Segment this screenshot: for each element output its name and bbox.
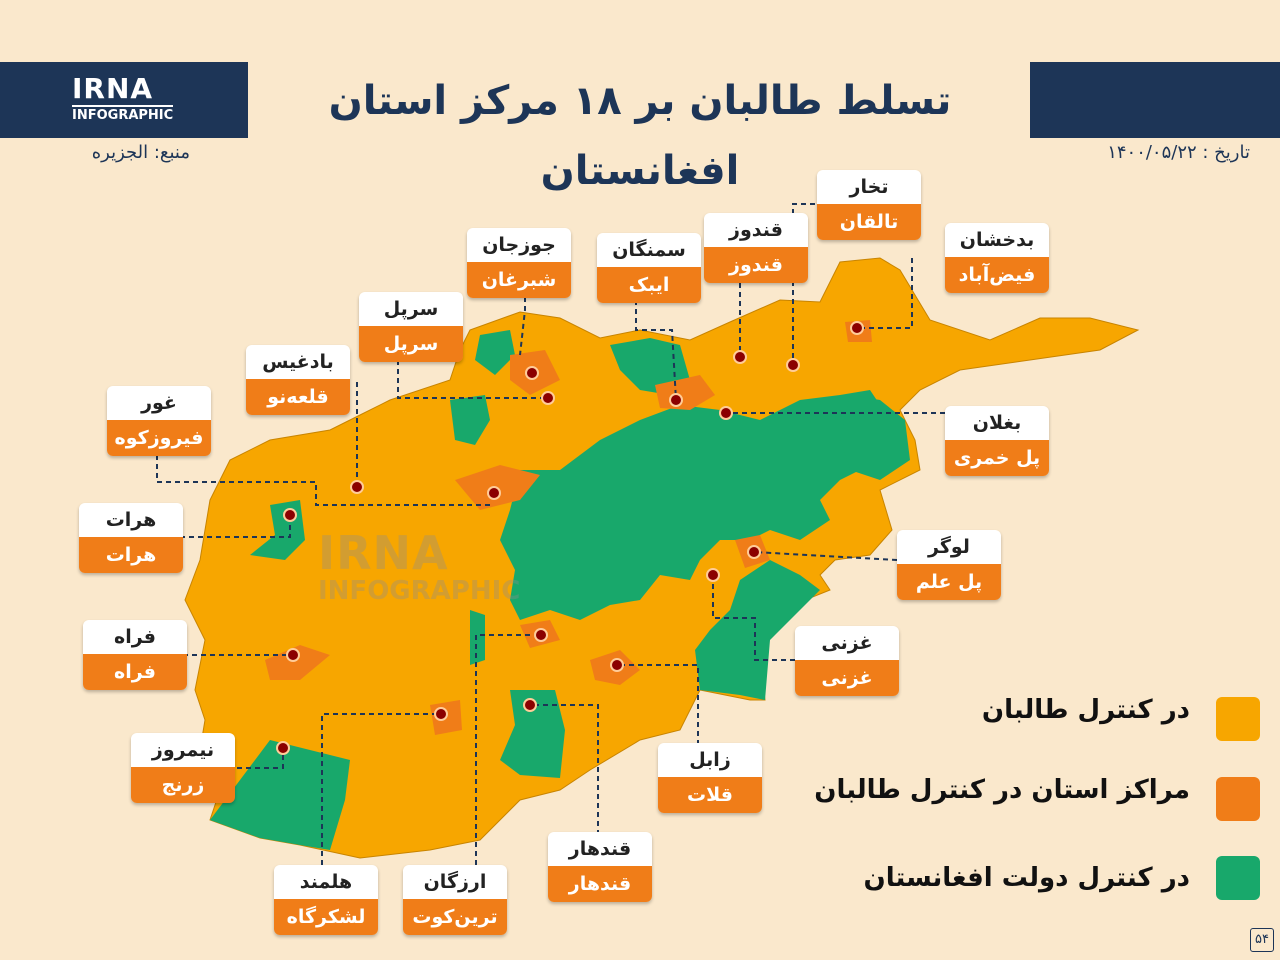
- legend-swatch-government: [1216, 856, 1260, 900]
- capital-dots: [276, 321, 864, 755]
- label-helmand: هلمند لشکرگاه: [274, 865, 378, 935]
- province-name: ارزگان: [403, 865, 507, 899]
- province-name: تخار: [817, 170, 921, 204]
- province-name: نیمروز: [131, 733, 235, 767]
- gov-region-east: [695, 560, 820, 700]
- province-name: جوزجان: [467, 228, 571, 262]
- gov-region-samangan: [610, 338, 690, 395]
- label-herat: هرات هرات: [79, 503, 183, 573]
- province-name: قندهار: [548, 832, 652, 866]
- capital-name: ایبک: [597, 267, 701, 303]
- legend-label-government: در کنترل دولت افغانستان: [863, 863, 1191, 893]
- province-name: هلمند: [274, 865, 378, 899]
- capital-name: فیض‌آباد: [945, 257, 1049, 293]
- page-number: ۵۴: [1250, 928, 1274, 952]
- label-zabul: زابل قلات: [658, 743, 762, 813]
- capital-name: هرات: [79, 537, 183, 573]
- label-baghlan: بغلان پل خمری: [945, 406, 1049, 476]
- province-name: غور: [107, 386, 211, 420]
- label-uruzgan: ارزگان ترین‌کوت: [403, 865, 507, 935]
- label-sar-e-pol: سرپل سرپل: [359, 292, 463, 362]
- province-name: قندوز: [704, 213, 808, 247]
- capital-name: پل علم: [897, 564, 1001, 600]
- province-name: غزنی: [795, 626, 899, 660]
- province-name: بادغیس: [246, 345, 350, 379]
- capital-name: غزنی: [795, 660, 899, 696]
- legend-swatch-taliban: [1216, 697, 1260, 741]
- logo-bottom-text: INFOGRAPHIC: [72, 105, 174, 125]
- page-title: تسلط طالبان بر ۱۸ مرکز استان افغانستان: [328, 78, 952, 194]
- gov-region-northeast: [840, 395, 910, 480]
- label-nimroz: نیمروز زرنج: [131, 733, 235, 803]
- legend-label-center: مراکز استان در کنترل طالبان: [814, 775, 1190, 805]
- legend-label-taliban: در کنترل طالبان: [981, 695, 1190, 725]
- province-name: لوگر: [897, 530, 1001, 564]
- label-kandahar: قندهار قندهار: [548, 832, 652, 902]
- capital-name: تالقان: [817, 204, 921, 240]
- capital-name: قندوز: [704, 247, 808, 283]
- gov-region-central: [500, 390, 890, 620]
- legend-swatch-center: [1216, 777, 1260, 821]
- label-ghor: غور فیروزکوه: [107, 386, 211, 456]
- center-region-farah: [265, 645, 330, 680]
- capital-name: سرپل: [359, 326, 463, 362]
- logo-top-text: IRNA: [72, 72, 154, 105]
- province-name: فراه: [83, 620, 187, 654]
- gov-region-jawzjan: [475, 330, 515, 375]
- gov-region-north-west: [450, 395, 490, 445]
- label-samangan: سمنگان ایبک: [597, 233, 701, 303]
- label-jawzjan: جوزجان شبرغان: [467, 228, 571, 298]
- province-name: بغلان: [945, 406, 1049, 440]
- watermark-top: IRNA: [318, 526, 449, 580]
- province-name: بدخشان: [945, 223, 1049, 257]
- watermark-bottom: INFOGRAPHIC: [318, 576, 521, 606]
- label-logar: لوگر پل علم: [897, 530, 1001, 600]
- source-text: منبع: الجزیره: [91, 142, 190, 163]
- irna-logo: IRNA INFOGRAPHIC: [72, 72, 174, 125]
- capital-name: قلات: [658, 777, 762, 813]
- label-ghazni: غزنی غزنی: [795, 626, 899, 696]
- capital-name: ترین‌کوت: [403, 899, 507, 935]
- label-badghis: بادغیس قلعه‌نو: [246, 345, 350, 415]
- label-kunduz: قندوز قندوز: [704, 213, 808, 283]
- capital-name: فراه: [83, 654, 187, 690]
- province-name: سمنگان: [597, 233, 701, 267]
- province-name: هرات: [79, 503, 183, 537]
- capital-name: فیروزکوه: [107, 420, 211, 456]
- gov-region-kandahar: [500, 690, 565, 778]
- province-name: زابل: [658, 743, 762, 777]
- header-bar-left: [0, 62, 248, 138]
- capital-name: قندهار: [548, 866, 652, 902]
- capital-name: پل خمری: [945, 440, 1049, 476]
- date-text: تاریخ : ۱۴۰۰/۰۵/۲۲: [1107, 142, 1250, 163]
- watermark: IRNA INFOGRAPHIC: [318, 530, 520, 606]
- capital-name: زرنج: [131, 767, 235, 803]
- gov-region-uruzgan-strip: [470, 610, 485, 665]
- gov-region-nimroz: [210, 740, 350, 850]
- province-name: سرپل: [359, 292, 463, 326]
- capital-name: شبرغان: [467, 262, 571, 298]
- header-bar-right: [1030, 62, 1280, 138]
- capital-name: قلعه‌نو: [246, 379, 350, 415]
- label-farah: فراه فراه: [83, 620, 187, 690]
- capital-name: لشکرگاه: [274, 899, 378, 935]
- label-takhar: تخار تالقان: [817, 170, 921, 240]
- label-badakhshan: بدخشان فیض‌آباد: [945, 223, 1049, 293]
